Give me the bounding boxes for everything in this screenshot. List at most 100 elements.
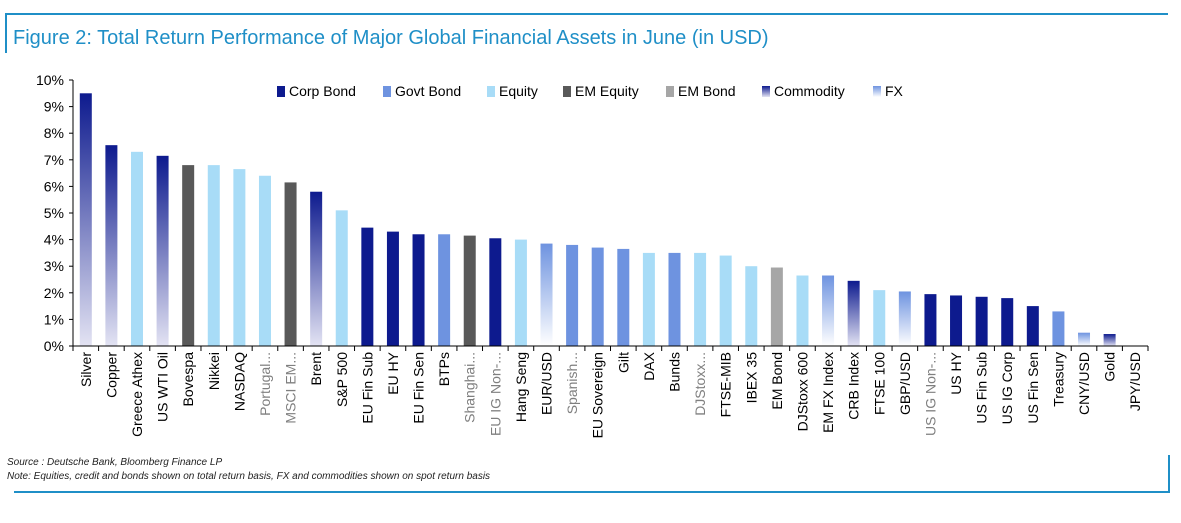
x-category-label: Gold xyxy=(1102,352,1118,382)
legend-label: Commodity xyxy=(774,83,845,99)
x-category-label: JPY/USD xyxy=(1127,352,1143,411)
y-tick-label: 2% xyxy=(44,285,64,301)
bar-26 xyxy=(719,255,732,346)
bar-16 xyxy=(463,235,476,346)
bar-25 xyxy=(694,252,707,346)
bar-19 xyxy=(540,243,553,346)
bar-4 xyxy=(156,155,169,346)
y-tick-label: 5% xyxy=(44,205,64,221)
y-tick-label: 6% xyxy=(44,178,64,194)
y-tick-label: 7% xyxy=(44,152,64,168)
chart-title: Figure 2: Total Return Performance of Ma… xyxy=(13,27,769,49)
bar-6 xyxy=(207,165,220,346)
legend-label: Equity xyxy=(499,83,538,99)
source-note-block: Source : Deutsche Bank, Bloomberg Financ… xyxy=(7,456,490,484)
legend-swatch-em-bond xyxy=(666,86,674,97)
y-tick-label: 8% xyxy=(44,125,64,141)
bar-8 xyxy=(258,175,271,346)
bar-24 xyxy=(668,252,681,346)
legend-label: Corp Bond xyxy=(289,83,356,99)
x-category-label: MSCI EM... xyxy=(283,352,299,424)
x-category-label: US HY xyxy=(948,351,964,394)
x-category-label: Spanish... xyxy=(564,352,580,414)
bar-34 xyxy=(924,294,937,346)
bar-39 xyxy=(1052,311,1065,346)
x-category-label: Copper xyxy=(103,352,119,398)
bar-32 xyxy=(873,290,886,346)
x-category-label: EUR/USD xyxy=(539,352,555,415)
x-category-label: DJStoxx... xyxy=(692,352,708,416)
bar-17 xyxy=(489,238,502,346)
x-category-label: Bunds xyxy=(666,352,682,392)
bar-36 xyxy=(975,296,988,346)
bar-3 xyxy=(130,151,143,346)
x-category-label: Greece Athex xyxy=(129,352,145,437)
bar-37 xyxy=(1001,298,1014,346)
legend-label: Govt Bond xyxy=(395,83,461,99)
x-category-label: US WTI Oil xyxy=(155,352,171,422)
x-category-label: CRB Index xyxy=(846,352,862,420)
legend-label: EM Bond xyxy=(678,83,736,99)
x-category-label: GBP/USD xyxy=(897,352,913,415)
y-tick-label: 10% xyxy=(36,72,64,88)
bar-15 xyxy=(438,234,451,346)
frame-left-rule xyxy=(5,13,7,53)
frame-top-rule xyxy=(5,13,1168,15)
bar-23 xyxy=(642,252,655,346)
chart-legend: Corp Bond Govt Bond Equity EM Equity EM Bond… xyxy=(277,83,904,99)
bar-7 xyxy=(233,169,246,346)
bar-30 xyxy=(822,275,835,346)
legend-swatch-fx xyxy=(873,86,881,97)
bar-29 xyxy=(796,275,809,346)
bar-14 xyxy=(412,234,425,346)
y-tick-label: 3% xyxy=(44,258,64,274)
x-category-label: DAX xyxy=(641,351,657,380)
legend-swatch-equity xyxy=(487,86,495,97)
frame-right-rule xyxy=(1168,455,1170,493)
x-category-label: US IG Non-... xyxy=(922,352,938,436)
x-category-label: Hang Seng xyxy=(513,352,529,422)
x-category-label: IBEX 35 xyxy=(743,352,759,404)
x-category-label: EU Sovereign xyxy=(590,352,606,438)
source-text: Source : Deutsche Bank, Bloomberg Financ… xyxy=(7,457,223,468)
bar-11 xyxy=(335,210,348,346)
x-category-label: US IG Corp xyxy=(999,352,1015,425)
x-category-label: US Fin Sub xyxy=(974,352,990,424)
bar-35 xyxy=(950,295,963,346)
bar-40 xyxy=(1078,332,1091,346)
bar-28 xyxy=(770,267,783,346)
x-category-label: Portugal... xyxy=(257,352,273,416)
x-category-label: US Fin Sen xyxy=(1025,352,1041,424)
frame-bottom-rule xyxy=(14,491,1168,493)
x-category-label: EM Bond xyxy=(769,352,785,410)
bar-38 xyxy=(1026,306,1039,346)
bar-18 xyxy=(514,239,527,346)
y-tick-label: 4% xyxy=(44,232,64,248)
x-category-label: DJStoxx 600 xyxy=(794,352,810,432)
legend-label: EM Equity xyxy=(575,83,639,99)
x-category-label: CNY/USD xyxy=(1076,352,1092,415)
bar-41 xyxy=(1103,334,1116,346)
bar-13 xyxy=(386,231,399,346)
bar-9 xyxy=(284,182,297,346)
legend-swatch-commodity xyxy=(762,86,770,97)
x-category-label: NASDAQ xyxy=(231,352,247,411)
x-category-label: EU Fin Sub xyxy=(359,352,375,424)
y-tick-label: 0% xyxy=(44,338,64,354)
x-category-label: BTPs xyxy=(436,352,452,386)
bar-chart: 0% 1% 2% 3% 4% 5% 6% 7% 8% 9% 10% Silver Copper Greec… xyxy=(36,72,1149,438)
y-tick-label: 9% xyxy=(44,99,64,115)
bar-27 xyxy=(745,266,758,346)
bar-31 xyxy=(847,280,860,346)
x-category-label: EU Fin Sen xyxy=(411,352,427,424)
x-category-label: FTSE-MIB xyxy=(718,352,734,417)
x-category-label: Gilt xyxy=(615,352,631,373)
bar-1 xyxy=(79,93,92,346)
x-category-label: EM FX Index xyxy=(820,352,836,433)
x-category-label: FTSE 100 xyxy=(871,352,887,415)
x-category-label: Treasury xyxy=(1050,352,1066,407)
note-text: Note: Equities, credit and bonds shown o… xyxy=(7,471,491,482)
bar-12 xyxy=(361,227,374,346)
x-category-label: Silver xyxy=(78,352,94,387)
bar-2 xyxy=(105,145,118,346)
